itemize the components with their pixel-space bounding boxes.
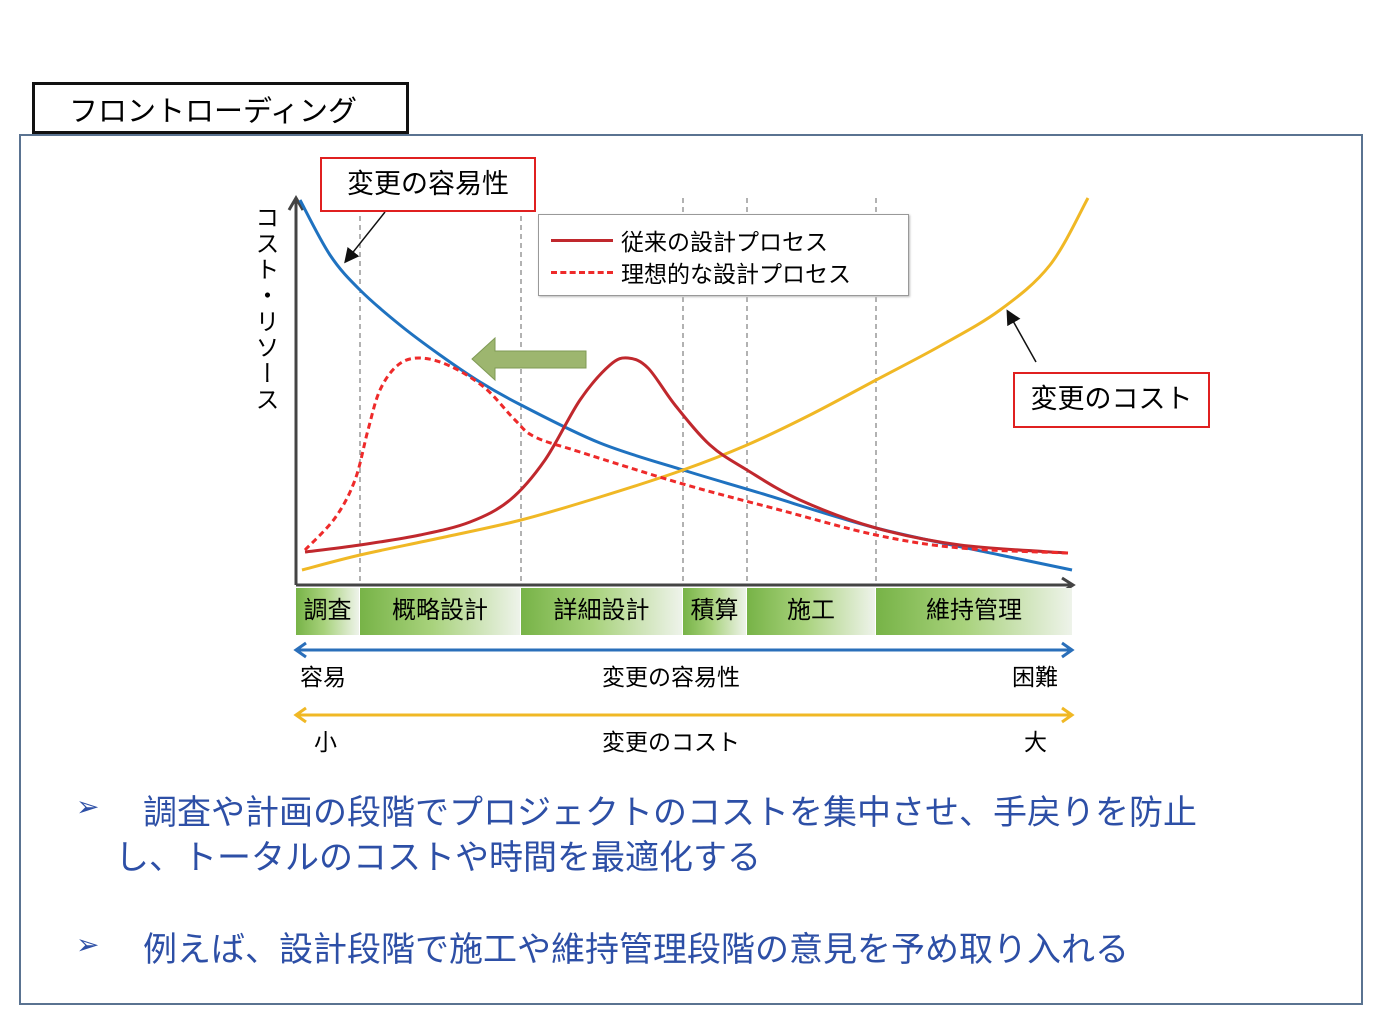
legend-item-conventional: 従来の設計プロセス <box>551 223 828 257</box>
slide-title: フロントローディング <box>32 82 409 134</box>
ease-scale-arrow <box>293 641 1075 659</box>
ease-right-label: 困難 <box>1012 665 1058 691</box>
cost-right-label: 大 <box>1024 730 1047 756</box>
phase-estimation: 積算 <box>683 588 746 635</box>
legend: 従来の設計プロセス 理想的な設計プロセス <box>538 214 909 296</box>
shift-left-arrow <box>471 336 587 382</box>
content-frame <box>19 134 1363 1005</box>
cost-scale-arrow <box>293 706 1075 724</box>
bullet-1-line-1: 調査や計画の段階でプロジェクトのコストを集中させ、手戻りを防止 <box>143 793 1197 833</box>
ease-center-label: 変更の容易性 <box>602 665 740 691</box>
ease-callout: 変更の容易性 <box>320 157 536 212</box>
legend-item-ideal: 理想的な設計プロセス <box>551 255 851 289</box>
phase-maintenance: 維持管理 <box>876 588 1072 635</box>
legend-swatch <box>551 238 613 242</box>
bullet-icon: ➢ <box>76 790 100 823</box>
cost-left-label: 小 <box>314 730 337 756</box>
legend-label: 理想的な設計プロセス <box>621 262 851 288</box>
y-axis-label: コスト・リソース <box>251 205 279 413</box>
bullet-2-line-1: 例えば、設計段階で施工や維持管理段階の意見を予め取り入れる <box>143 930 1129 970</box>
ideal-process-curve <box>303 356 1069 555</box>
cost-callout-pointer <box>1006 309 1037 363</box>
phase-conceptual-design: 概略設計 <box>360 588 520 635</box>
cost-of-change-curve <box>301 197 1090 572</box>
ease-callout-pointer <box>344 211 386 264</box>
phase-detailed-design: 詳細設計 <box>521 588 682 635</box>
cost-center-label: 変更のコスト <box>602 730 740 756</box>
bullet-1-line-2: し、トータルのコストや時間を最適化する <box>115 838 761 878</box>
ease-left-label: 容易 <box>300 665 346 691</box>
conventional-process-curve <box>304 356 1069 555</box>
phase-survey: 調査 <box>296 588 359 635</box>
cost-callout: 変更のコスト <box>1013 372 1210 428</box>
legend-label: 従来の設計プロセス <box>621 230 828 256</box>
y-axis <box>287 195 305 585</box>
bullet-icon: ➢ <box>76 928 100 961</box>
legend-swatch <box>551 270 613 274</box>
phase-construction: 施工 <box>747 588 875 635</box>
